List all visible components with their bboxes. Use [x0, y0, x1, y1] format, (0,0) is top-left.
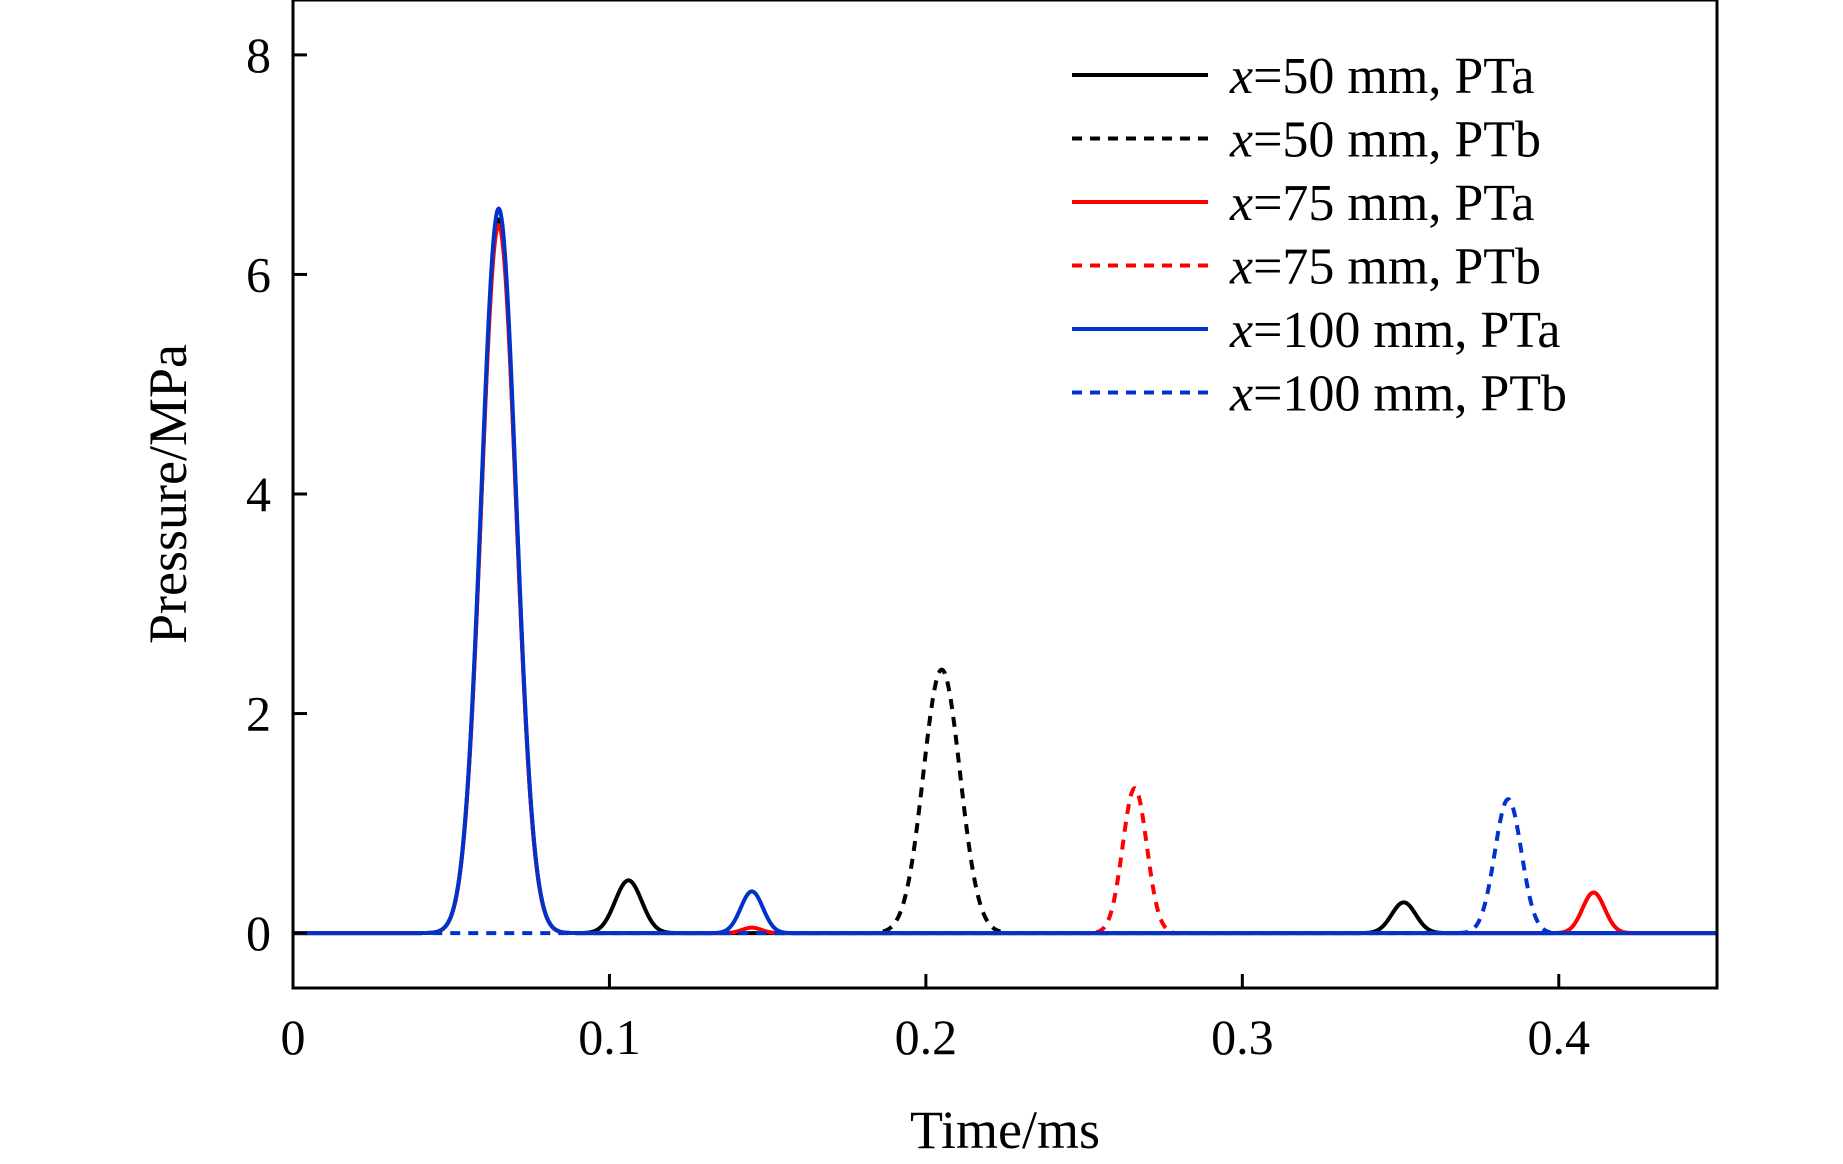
series-line-4: [1094, 786, 1176, 935]
legend-label: x=100 mm, PTa: [1229, 302, 1560, 359]
legend-label: x=75 mm, PTa: [1229, 175, 1534, 232]
y-axis-title: Pressure/MPa: [138, 344, 198, 644]
legend-text: =75 mm, PTb: [1253, 239, 1541, 296]
series-line-5: [293, 206, 1717, 936]
series-line-2: [881, 667, 1003, 934]
x-tick-label: 0.2: [895, 1009, 958, 1065]
x-axis-title: Time/ms: [910, 1100, 1100, 1160]
legend-item: x=50 mm, PTb: [1072, 112, 1541, 169]
y-tick-label: 6: [246, 246, 271, 302]
legend-label: x=50 mm, PTa: [1229, 48, 1534, 105]
legend-variable: x: [1229, 48, 1253, 105]
legend-text: =75 mm, PTa: [1253, 175, 1534, 232]
legend-variable: x: [1229, 366, 1253, 423]
legend-label: x=100 mm, PTb: [1229, 366, 1567, 423]
legend-item: x=50 mm, PTa: [1072, 48, 1534, 105]
legend-text: =100 mm, PTb: [1253, 366, 1567, 423]
legend-text: =50 mm, PTb: [1253, 112, 1541, 169]
y-tick-label: 2: [246, 686, 271, 742]
legend-text: =100 mm, PTa: [1253, 302, 1560, 359]
legend-item: x=75 mm, PTb: [1072, 239, 1541, 296]
legend-item: x=100 mm, PTb: [1072, 366, 1567, 423]
y-axis: 0 2 4 6 8: [246, 27, 307, 961]
legend-variable: x: [1229, 302, 1253, 359]
series-line-6: [430, 797, 1553, 936]
legend-label: x=75 mm, PTb: [1229, 239, 1541, 296]
y-tick-label: 8: [246, 27, 271, 83]
legend-item: x=100 mm, PTa: [1072, 302, 1560, 359]
legend-text: =50 mm, PTa: [1253, 48, 1534, 105]
series-layer: [293, 206, 1717, 936]
legend-variable: x: [1229, 175, 1253, 232]
legend-label: x=50 mm, PTb: [1229, 112, 1541, 169]
legend-item: x=75 mm, PTa: [1072, 175, 1534, 232]
legend-variable: x: [1229, 112, 1253, 169]
x-tick-label: 0.3: [1211, 1009, 1274, 1065]
x-tick-label: 0.1: [578, 1009, 641, 1065]
legend-variable: x: [1229, 239, 1253, 296]
x-axis: 0 0.1 0.2 0.3 0.4: [281, 974, 1591, 1065]
x-tick-label: 0: [281, 1009, 306, 1065]
y-tick-label: 4: [246, 466, 271, 522]
y-tick-label: 0: [246, 905, 271, 961]
x-tick-label: 0.4: [1528, 1009, 1591, 1065]
